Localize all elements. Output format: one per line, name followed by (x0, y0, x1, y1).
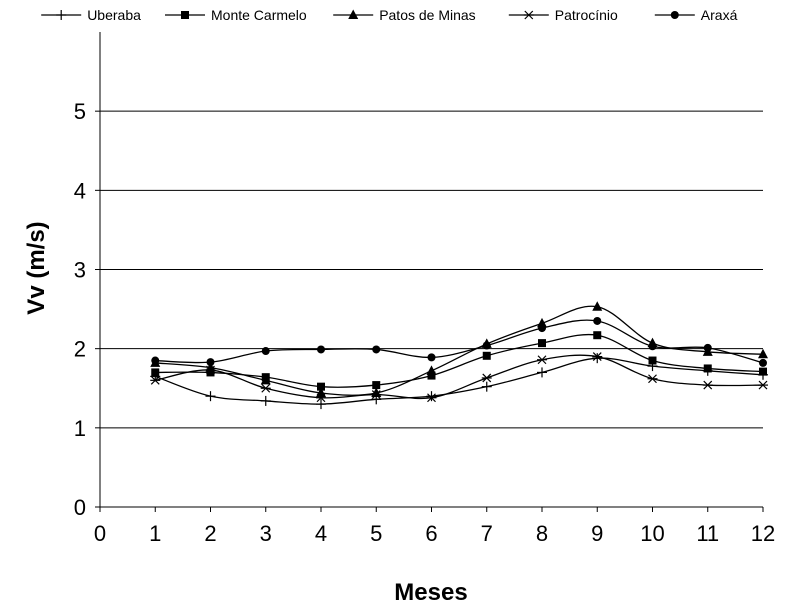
series-line (155, 319, 764, 364)
x-tick-label: 2 (204, 521, 216, 546)
data-point (537, 355, 547, 365)
y-tick-label: 4 (74, 178, 86, 203)
legend-marker (181, 11, 189, 19)
data-point (702, 380, 713, 390)
data-point (648, 342, 657, 351)
series-line (155, 333, 764, 388)
x-tick-label: 0 (94, 521, 106, 546)
data-point (150, 375, 161, 385)
legend-label: Uberaba (87, 7, 141, 23)
series-uberaba (150, 353, 768, 410)
x-tick-label: 5 (370, 521, 382, 546)
x-tick-label: 4 (315, 521, 327, 546)
legend-item-monte-carmelo: Monte Carmelo (165, 7, 307, 23)
data-point (316, 393, 326, 403)
data-point (759, 358, 767, 367)
y-tick-label: 2 (74, 337, 86, 362)
data-point (759, 367, 767, 376)
data-point (426, 393, 437, 403)
data-point (427, 353, 436, 362)
data-point (260, 383, 271, 393)
data-point (205, 362, 216, 372)
x-tick-label: 1 (149, 521, 161, 546)
legend-label: Monte Carmelo (211, 7, 307, 23)
data-point (592, 353, 603, 364)
legend-item-uberaba: Uberaba (41, 7, 141, 23)
data-point (316, 399, 326, 410)
x-tick-label: 8 (536, 521, 548, 546)
y-tick-label: 5 (74, 99, 86, 124)
y-tick-label: 0 (74, 495, 86, 520)
data-point (482, 351, 491, 360)
data-point (647, 374, 658, 384)
data-point (426, 391, 437, 402)
x-tick-label: 10 (640, 521, 664, 546)
series-araxa (151, 316, 767, 367)
legend-label: Patos de Minas (379, 7, 476, 23)
legend-item-araxa: Araxá (654, 7, 738, 23)
legend-item-patos-de-minas: Patos de Minas (333, 7, 476, 23)
legend-marker (523, 10, 534, 20)
x-tick-label: 11 (696, 521, 719, 546)
legend-item-patrocinio: Patrocínio (508, 7, 618, 23)
legend-label: Patrocínio (555, 7, 618, 23)
series-line (155, 354, 764, 400)
data-point (372, 345, 381, 354)
data-point (481, 381, 492, 392)
series-layer (150, 301, 768, 410)
x-tick-label: 12 (751, 521, 775, 546)
data-point (538, 339, 546, 348)
data-point (703, 364, 712, 373)
x-tick-label: 3 (260, 521, 272, 546)
data-point (151, 356, 160, 365)
legend-marker (348, 9, 359, 19)
data-point (205, 365, 216, 375)
data-point (482, 341, 491, 350)
data-point (260, 395, 271, 406)
data-point (592, 301, 603, 311)
data-point (206, 368, 215, 377)
data-point (427, 371, 436, 380)
data-point (758, 348, 768, 359)
legend-marker (670, 11, 679, 19)
data-point (371, 390, 382, 400)
data-point (206, 358, 215, 367)
series-patrocinio (150, 352, 768, 403)
legend: Uberaba Monte Carmelo Patos de Minas Patroc… (41, 7, 738, 23)
data-point (317, 382, 325, 391)
data-point (592, 352, 603, 362)
data-point (648, 356, 657, 365)
x-tick-label: 9 (591, 521, 603, 546)
data-point (537, 317, 547, 328)
data-point (593, 331, 602, 340)
series-monte-carmelo (151, 331, 767, 391)
data-point (538, 324, 546, 333)
y-tick-label: 3 (74, 258, 86, 283)
data-point (205, 391, 216, 402)
data-point (481, 373, 492, 383)
data-point (537, 367, 547, 378)
data-point (261, 347, 270, 356)
data-point (703, 343, 712, 352)
data-point (151, 368, 160, 377)
data-point (758, 380, 768, 390)
data-point (372, 381, 381, 390)
legend-label: Araxá (701, 7, 738, 23)
gridlines (100, 110, 763, 429)
data-point (426, 365, 437, 375)
x-axis-title: Meses (394, 579, 467, 606)
y-axis-title: Vv (m/s) (23, 221, 50, 314)
x-tick-label: 7 (481, 521, 493, 546)
data-point (317, 345, 325, 354)
y-tick-label: 1 (74, 416, 86, 441)
data-point (260, 374, 271, 385)
x-tick-label: 6 (425, 521, 437, 546)
legend-marker (56, 10, 67, 20)
data-point (593, 316, 602, 325)
